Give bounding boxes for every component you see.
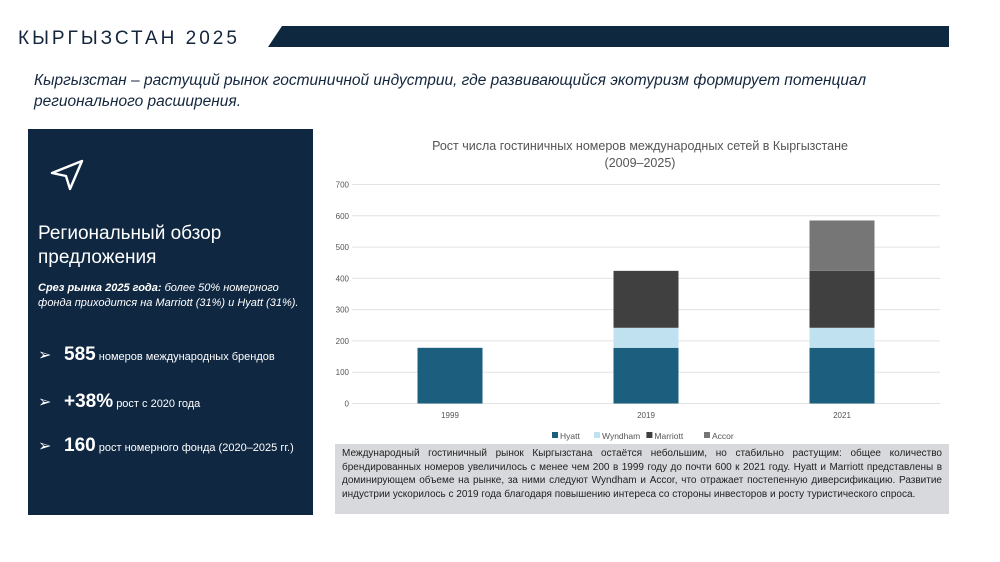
legend-label: Accor (712, 431, 734, 441)
header-banner (268, 26, 949, 47)
navigation-arrow-icon (50, 159, 84, 191)
bar-hyatt (613, 347, 679, 404)
legend-swatch (646, 432, 653, 438)
stat-value: 585 (64, 344, 96, 365)
x-tick-label: 1999 (441, 411, 459, 420)
legend-swatch (704, 432, 710, 438)
bar-accor (809, 220, 875, 271)
bar-hyatt (417, 347, 483, 404)
arrow-bullet-icon: ➢ (38, 394, 52, 411)
page-title: КЫРГЫЗСТАН 2025 (18, 28, 240, 49)
bar-wyndham (809, 327, 875, 348)
stat-value: +38% (64, 391, 114, 412)
legend-label: Hyatt (560, 431, 580, 441)
legend-label: Wyndham (602, 431, 640, 441)
arrow-bullet-icon: ➢ (38, 438, 52, 455)
stat-item: ➢ 160 рост номерного фонда (2020–2025 гг.… (38, 435, 308, 456)
panel-description: Срез рынка 2025 года: более 50% номерног… (38, 281, 303, 311)
overview-panel: Региональный обзор предложения Срез рынк… (28, 129, 313, 515)
y-tick-label: 0 (345, 400, 350, 409)
desc-rest: более 50% номерного фонда приходится на … (38, 282, 299, 309)
stat-label: рост с 2020 года (116, 398, 201, 410)
legend-label: Marriott (654, 431, 683, 441)
arrow-bullet-icon: ➢ (38, 347, 52, 364)
y-tick-label: 400 (336, 274, 350, 283)
bar-hyatt (809, 347, 875, 404)
stat-item: ➢ +38% рост с 2020 года (38, 391, 308, 412)
stat-item: ➢ 585 номеров международных брендов (38, 344, 308, 365)
bar-wyndham (613, 327, 679, 348)
x-tick-label: 2019 (637, 411, 655, 420)
y-tick-label: 700 (336, 181, 350, 190)
desc-bold: Срез рынка 2025 года: (38, 282, 162, 294)
y-tick-label: 300 (336, 306, 350, 315)
legend-swatch (552, 432, 558, 438)
bar-marriott (613, 270, 679, 328)
bar-marriott (809, 270, 875, 328)
stat-label: рост номерного фонда (2020–2025 гг.) (98, 442, 294, 454)
y-tick-label: 200 (336, 337, 350, 346)
legend-swatch (594, 432, 600, 438)
stat-label: номеров международных брендов (98, 351, 275, 363)
chart-title: Рост числа гостиничных номеров междунаро… (432, 139, 848, 170)
stacked-bar-chart: Рост числа гостиничных номеров междунаро… (336, 139, 940, 441)
chart-caption: Международный гостиничный рынок Кыргызст… (335, 444, 949, 514)
x-tick-label: 2021 (833, 411, 851, 420)
y-tick-label: 100 (336, 368, 350, 377)
y-tick-label: 500 (336, 243, 350, 252)
panel-title: Региональный обзор предложения (38, 223, 222, 268)
y-tick-label: 600 (336, 212, 350, 221)
stat-value: 160 (64, 435, 96, 456)
page-subtitle: Кыргызстан – растущий рынок гостиничной … (34, 72, 867, 110)
